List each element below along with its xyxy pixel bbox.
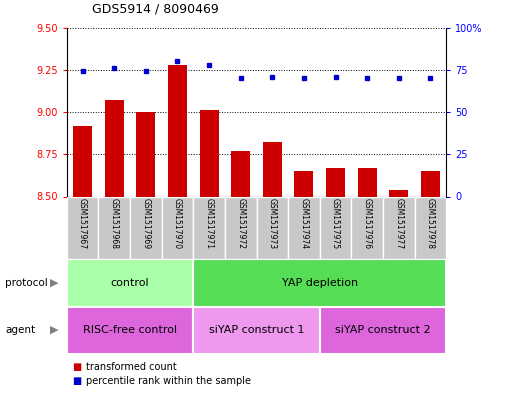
Bar — [421, 171, 440, 196]
Bar — [256, 196, 288, 259]
Bar — [389, 190, 408, 196]
Bar — [294, 171, 313, 196]
Bar — [193, 259, 446, 307]
Text: GSM1517976: GSM1517976 — [363, 198, 372, 250]
Text: GSM1517975: GSM1517975 — [331, 198, 340, 250]
Text: ■: ■ — [72, 376, 81, 386]
Text: GSM1517978: GSM1517978 — [426, 198, 435, 250]
Text: protocol: protocol — [5, 278, 48, 288]
Text: transformed count: transformed count — [86, 362, 177, 373]
Text: GSM1517970: GSM1517970 — [173, 198, 182, 250]
Bar — [415, 196, 446, 259]
Bar — [320, 307, 446, 354]
Bar — [200, 110, 219, 196]
Text: ▶: ▶ — [50, 325, 58, 335]
Text: RISC-free control: RISC-free control — [83, 325, 177, 335]
Bar — [288, 196, 320, 259]
Text: GDS5914 / 8090469: GDS5914 / 8090469 — [92, 3, 219, 16]
Bar — [231, 151, 250, 196]
Bar — [351, 196, 383, 259]
Bar — [326, 168, 345, 196]
Text: GSM1517977: GSM1517977 — [394, 198, 403, 250]
Bar — [168, 65, 187, 196]
Bar — [136, 112, 155, 196]
Bar — [358, 168, 377, 196]
Bar — [67, 307, 193, 354]
Text: control: control — [111, 278, 149, 288]
Bar — [98, 196, 130, 259]
Text: GSM1517973: GSM1517973 — [268, 198, 277, 250]
Text: GSM1517974: GSM1517974 — [300, 198, 308, 250]
Bar — [225, 196, 256, 259]
Bar — [73, 125, 92, 196]
Text: agent: agent — [5, 325, 35, 335]
Bar — [383, 196, 415, 259]
Bar — [67, 196, 98, 259]
Bar — [193, 196, 225, 259]
Bar — [263, 142, 282, 196]
Text: ■: ■ — [72, 362, 81, 373]
Bar — [67, 259, 193, 307]
Text: GSM1517969: GSM1517969 — [141, 198, 150, 250]
Bar — [105, 100, 124, 196]
Text: YAP depletion: YAP depletion — [282, 278, 358, 288]
Bar — [130, 196, 162, 259]
Text: GSM1517967: GSM1517967 — [78, 198, 87, 250]
Text: percentile rank within the sample: percentile rank within the sample — [86, 376, 251, 386]
Bar — [162, 196, 193, 259]
Text: ▶: ▶ — [50, 278, 58, 288]
Text: GSM1517972: GSM1517972 — [236, 198, 245, 250]
Text: GSM1517971: GSM1517971 — [205, 198, 213, 250]
Bar — [320, 196, 351, 259]
Bar — [193, 307, 320, 354]
Text: siYAP construct 1: siYAP construct 1 — [209, 325, 304, 335]
Text: siYAP construct 2: siYAP construct 2 — [335, 325, 431, 335]
Text: GSM1517968: GSM1517968 — [110, 198, 119, 250]
